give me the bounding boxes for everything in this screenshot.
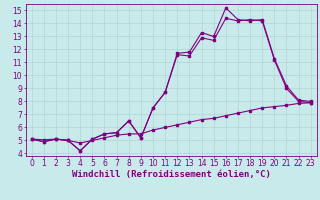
X-axis label: Windchill (Refroidissement éolien,°C): Windchill (Refroidissement éolien,°C) xyxy=(72,170,271,179)
